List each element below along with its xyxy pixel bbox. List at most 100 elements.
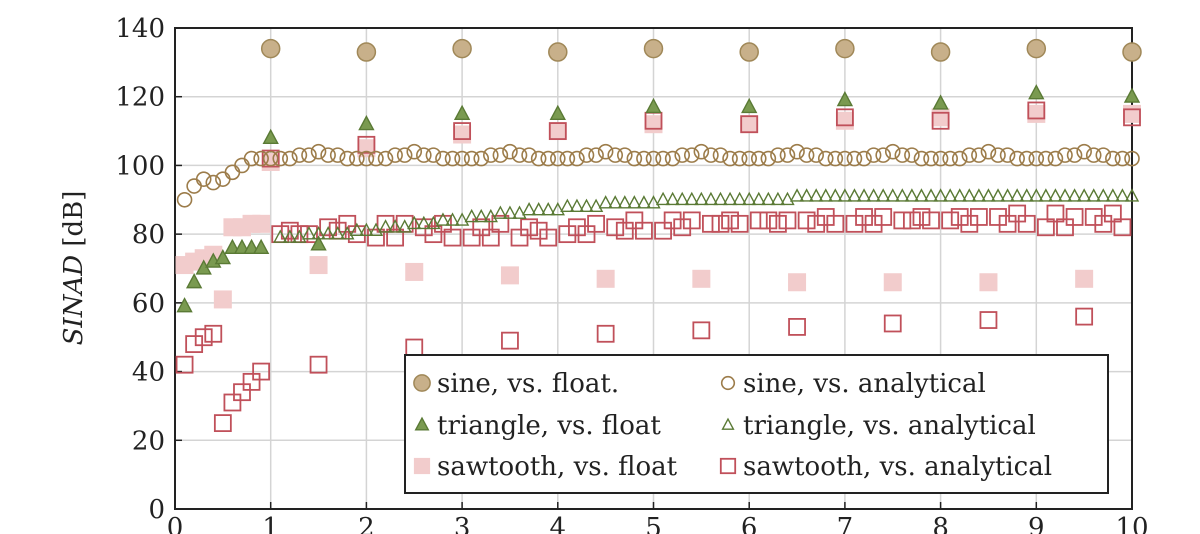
- data-point: [492, 147, 509, 163]
- data-point: [320, 147, 336, 163]
- data-point: [539, 228, 558, 247]
- data-point: [827, 150, 844, 167]
- x-tick-label: 0: [167, 513, 184, 534]
- data-point: [548, 122, 567, 141]
- data-point: [1047, 150, 1064, 167]
- data-point: [884, 143, 901, 160]
- data-point: [185, 335, 204, 353]
- data-point: [675, 191, 690, 206]
- data-point: [186, 178, 202, 194]
- data-point: [356, 42, 377, 62]
- data-point: [846, 150, 863, 167]
- data-point: [205, 174, 222, 191]
- data-point: [902, 211, 921, 230]
- data-point: [282, 229, 298, 243]
- data-point: [740, 115, 759, 134]
- data-point: [932, 94, 949, 110]
- y-tick-label: 120: [115, 83, 165, 113]
- data-point: [817, 150, 834, 167]
- data-point: [483, 208, 498, 223]
- data-point: [904, 147, 920, 163]
- data-point: [260, 38, 281, 59]
- data-point: [835, 38, 855, 59]
- data-point: [962, 188, 977, 202]
- data-point: [531, 202, 546, 216]
- data-point: [712, 147, 729, 163]
- data-point: [971, 188, 987, 202]
- data-point: [1048, 188, 1063, 202]
- data-point: [194, 328, 213, 347]
- legend-marker: [720, 375, 736, 391]
- data-point: [895, 188, 910, 202]
- data-point: [1027, 101, 1046, 120]
- data-series: [175, 38, 1142, 433]
- data-point: [367, 228, 385, 247]
- data-point: [521, 147, 537, 163]
- data-point: [998, 214, 1017, 233]
- data-point: [644, 115, 663, 134]
- legend-marker: [414, 416, 430, 431]
- data-point: [252, 238, 270, 254]
- data-point: [445, 212, 460, 226]
- data-point: [319, 218, 338, 237]
- data-point: [387, 147, 403, 163]
- data-point: [751, 191, 766, 206]
- legend: sine, vs. float. sine, vs. analytical tria…: [404, 354, 1109, 494]
- data-point: [1096, 188, 1111, 202]
- data-point: [961, 147, 978, 163]
- data-point: [330, 226, 345, 240]
- data-point: [311, 226, 326, 240]
- series-3: [176, 84, 1141, 313]
- data-point: [808, 147, 824, 163]
- data-point: [837, 150, 853, 167]
- data-point: [243, 150, 260, 167]
- data-point: [1105, 188, 1121, 202]
- data-point: [301, 147, 317, 163]
- legend-box: [404, 354, 1109, 494]
- data-point: [443, 228, 462, 247]
- data-point: [674, 147, 691, 163]
- data-point: [856, 188, 872, 202]
- data-point: [739, 42, 759, 62]
- data-point: [999, 147, 1016, 163]
- data-point: [426, 215, 441, 230]
- data-point: [1036, 218, 1055, 237]
- data-point: [215, 171, 231, 187]
- data-point: [828, 188, 843, 202]
- legend-entry-label: sawtooth, vs. float: [437, 452, 678, 482]
- series-6: [175, 101, 1141, 433]
- data-point: [1094, 214, 1113, 233]
- data-point: [233, 238, 251, 254]
- data-point: [493, 205, 508, 219]
- data-point: [185, 273, 203, 289]
- data-point: [893, 211, 912, 230]
- data-point: [722, 191, 738, 206]
- data-point: [951, 150, 968, 167]
- x-tick-label: 9: [1028, 513, 1045, 534]
- data-point: [453, 125, 472, 144]
- data-point: [894, 147, 911, 163]
- data-point: [368, 222, 384, 237]
- data-point: [359, 222, 374, 237]
- data-point: [835, 111, 854, 130]
- data-point: [779, 147, 796, 163]
- data-point: [692, 321, 711, 340]
- data-point: [1076, 143, 1092, 160]
- data-point: [569, 198, 585, 212]
- data-point: [223, 393, 242, 412]
- data-point: [1026, 38, 1047, 59]
- data-point: [454, 150, 470, 167]
- data-point: [340, 226, 355, 240]
- data-point: [520, 218, 538, 237]
- data-point: [1029, 188, 1044, 202]
- data-point: [732, 191, 747, 206]
- data-point: [645, 97, 662, 114]
- data-point: [444, 150, 461, 167]
- data-point: [673, 218, 692, 237]
- data-point: [243, 238, 260, 254]
- data-point: [721, 211, 739, 230]
- data-point: [502, 205, 518, 219]
- data-point: [464, 208, 479, 223]
- legend-entry-label: sine, vs. analytical: [743, 369, 986, 399]
